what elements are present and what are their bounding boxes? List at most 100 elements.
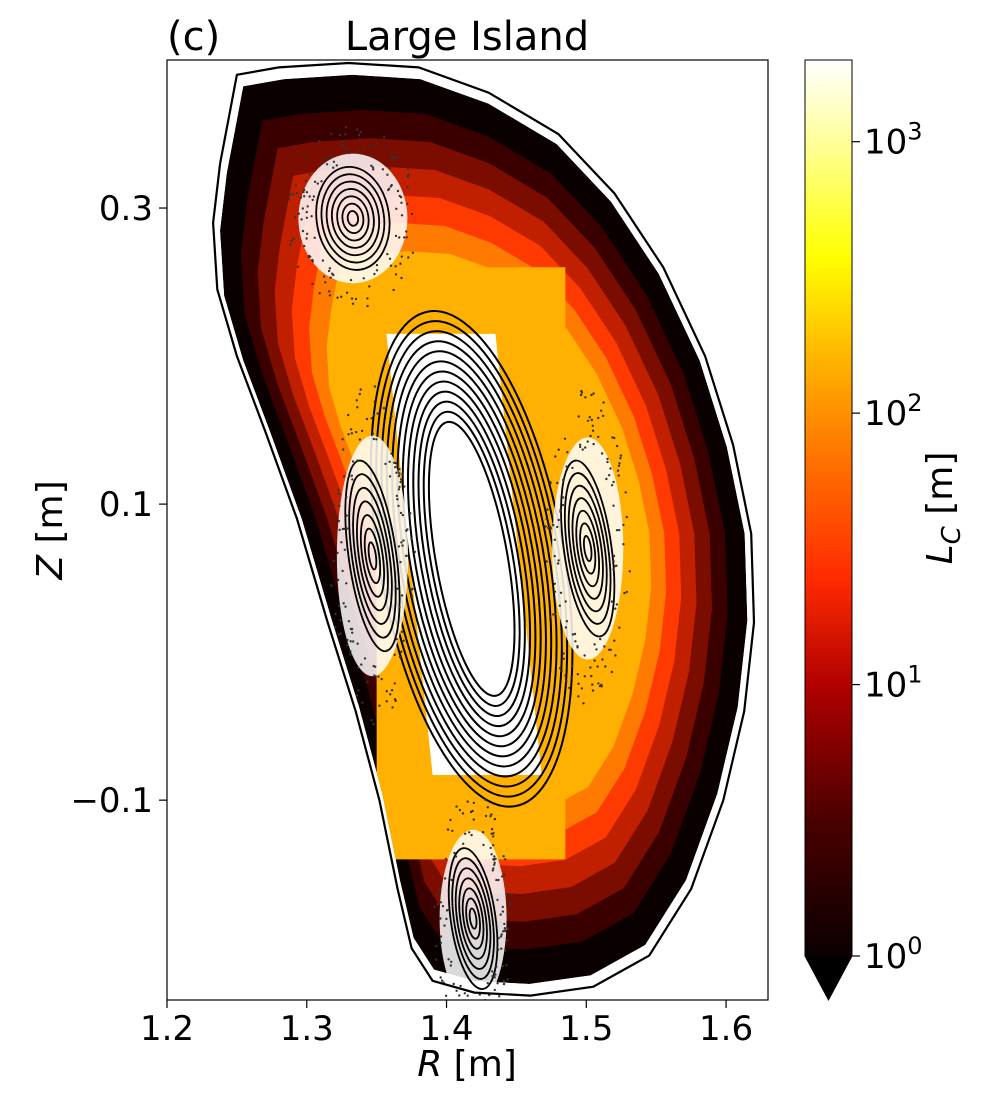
poincare-point [509,902,512,905]
poincare-point [606,460,609,464]
poincare-point [471,1004,473,1006]
poincare-point [405,236,408,239]
island-contour [320,173,386,264]
poincare-point [609,467,612,470]
poincare-point [366,304,369,308]
poincare-point [549,615,552,618]
poincare-point [370,417,373,420]
y-tick-label: 0.1 [99,485,153,525]
poincare-point [358,392,361,396]
poincare-point [565,465,568,468]
poincare-point [593,659,596,662]
poincare-point [349,627,353,631]
poincare-point [557,518,560,522]
poincare-point [402,639,405,642]
poincare-point [397,504,400,508]
poincare-point [400,201,403,204]
poincare-point [482,1027,484,1029]
poincare-point [395,471,398,474]
poincare-point [570,665,574,668]
poincare-point [614,654,617,657]
poincare-point [406,528,409,531]
poincare-point [397,474,401,478]
poincare-point [356,459,359,462]
poincare-point [545,517,548,521]
poincare-point [615,564,618,567]
poincare-point [446,828,450,831]
poincare-point [600,683,603,686]
poincare-point [307,255,310,259]
poincare-point [338,133,342,137]
poincare-point [344,605,347,608]
poincare-point [287,198,291,201]
poincare-point [337,492,340,495]
poincare-point [616,469,620,472]
poincare-point [338,528,341,532]
poincare-point [574,640,577,643]
poincare-point [601,414,605,418]
poincare-point [399,480,402,484]
poincare-point [593,643,596,646]
poincare-point [347,433,350,436]
poincare-point [559,510,562,513]
poincare-point [400,630,404,633]
poincare-point [401,513,404,517]
x-tick-label: 1.5 [559,1009,613,1049]
poincare-point [477,1027,479,1029]
poincare-point [482,843,485,847]
poincare-point [439,917,442,920]
poincare-point [347,620,351,623]
poincare-point [409,512,412,515]
poincare-point [469,810,473,814]
poincare-point [366,680,369,683]
poincare-point [435,893,439,897]
poincare-point [493,855,496,858]
poincare-point [356,128,359,131]
poincare-point [583,654,586,657]
poincare-point [392,461,396,464]
poincare-point [561,478,565,482]
poincare-point [564,674,567,677]
poincare-point [597,416,600,420]
poincare-point [342,475,346,478]
poincare-point [411,587,414,591]
poincare-point [377,675,380,678]
poincare-point [588,416,591,419]
poincare-point [492,835,495,838]
island-contour [563,472,612,625]
island-contour [468,907,478,930]
y-tick-label: 0.3 [99,189,153,229]
poincare-point [401,544,404,547]
poincare-point [289,243,292,246]
poincare-point [577,682,580,685]
poincare-point [612,480,615,484]
poincare-point [410,212,414,216]
poincare-point [400,255,403,258]
poincare-point [607,648,611,651]
poincare-point [494,857,497,860]
poincare-point [557,448,560,451]
poincare-point [505,939,508,942]
poincare-point [571,633,575,636]
poincare-point [385,690,388,693]
poincare-point [370,154,373,157]
poincare-point [358,138,362,141]
poincare-point [592,392,595,395]
poincare-point [611,436,614,439]
poincare-point [625,590,628,594]
poincare-point [311,258,314,262]
poincare-point [566,451,569,454]
poincare-point [393,698,397,701]
poincare-point [568,686,571,690]
poincare-point [396,587,399,590]
poincare-point [328,267,332,270]
island-contour [567,484,608,613]
island-contour [458,877,488,960]
poincare-point [322,275,326,278]
poincare-point [336,296,339,299]
poincare-point [363,657,367,660]
poincare-point [342,602,345,605]
poincare-point [458,808,462,812]
poincare-point [580,389,583,393]
poincare-point [608,474,611,477]
